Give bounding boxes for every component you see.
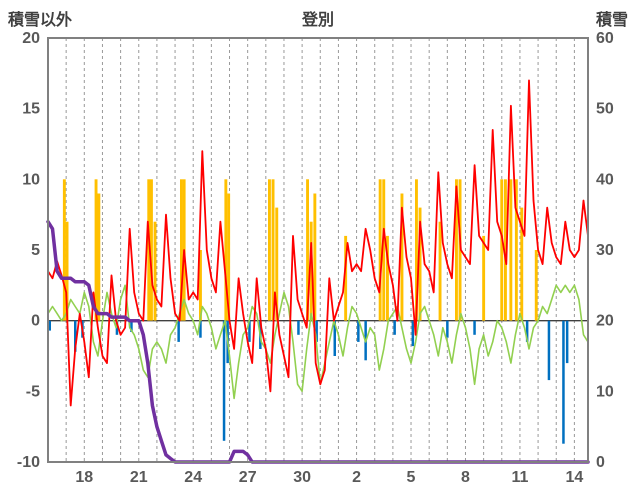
blue-bars	[130, 320, 133, 332]
blue-bars	[199, 320, 202, 338]
left-axis-tick-label: 5	[31, 242, 40, 259]
blue-bars	[565, 320, 569, 364]
orange-bars	[534, 250, 538, 321]
orange-bars	[418, 207, 422, 321]
orange-bars	[65, 221, 69, 321]
orange-bars	[275, 207, 279, 321]
right-axis-tick-label: 50	[596, 101, 614, 118]
x-axis-tick-label: 21	[130, 469, 148, 486]
orange-bars	[400, 193, 404, 321]
orange-bars	[514, 179, 518, 321]
green-line	[47, 284, 589, 400]
orange-bars	[520, 207, 524, 321]
orange-bars	[306, 179, 309, 321]
left-axis-title: 積雪以外	[8, 12, 73, 29]
blue-bars	[177, 320, 180, 342]
right-axis-tick-label: 10	[596, 383, 614, 400]
orange-bars	[500, 179, 504, 321]
left-axis-tick-label: 0	[31, 313, 40, 330]
orange-bars	[271, 179, 275, 321]
orange-bars	[199, 250, 202, 321]
blue-bars	[357, 320, 360, 342]
orange-bars	[509, 179, 513, 321]
x-axis-tick-label: 8	[461, 469, 470, 486]
orange-bars	[386, 235, 389, 321]
right-axis-tick-label: 20	[596, 313, 614, 330]
orange-bars	[504, 179, 507, 321]
orange-bars	[180, 179, 183, 321]
orange-bars	[313, 193, 317, 321]
orange-bars	[62, 179, 66, 321]
blue-bars	[48, 320, 51, 331]
chart-title: 登別	[301, 12, 334, 29]
orange-bars	[378, 179, 382, 321]
orange-bars	[227, 193, 231, 321]
plot-border	[47, 37, 589, 463]
orange-bars	[153, 221, 157, 321]
orange-bars	[147, 179, 151, 321]
blue-bars	[248, 320, 251, 342]
orange-bars	[224, 179, 228, 321]
blue-bars	[547, 320, 551, 381]
orange-bars	[455, 179, 458, 321]
orange-bars	[415, 179, 418, 321]
orange-bars	[268, 179, 271, 321]
blue-bars	[411, 320, 415, 347]
blue-bars	[74, 320, 77, 352]
right-axis-tick-label: 60	[596, 30, 614, 47]
left-axis-tick-label: 15	[22, 101, 40, 118]
right-axis-title: 積雪	[595, 12, 628, 29]
left-axis-tick-label: 20	[22, 30, 40, 47]
x-axis-tick-label: 11	[511, 469, 528, 486]
orange-bars	[150, 179, 153, 321]
orange-bars	[438, 221, 442, 321]
blue-bars	[562, 320, 565, 444]
x-axis-tick-label: 24	[184, 469, 202, 486]
blue-bars	[115, 320, 119, 335]
orange-bars	[309, 221, 313, 321]
x-axis-tick-label: 27	[239, 469, 257, 486]
blue-bars	[446, 320, 449, 338]
x-axis-tick-label: 14	[566, 469, 584, 486]
red-line	[47, 79, 589, 407]
x-axis-tick-label: 30	[293, 469, 311, 486]
blue-bars	[393, 320, 396, 335]
x-axis-tick-label: 5	[407, 469, 416, 486]
right-axis-tick-label: 0	[596, 454, 605, 471]
left-axis-tick-label: -5	[26, 383, 40, 400]
x-axis-tick-label: 18	[75, 469, 93, 486]
orange-bars	[382, 179, 386, 321]
blue-bars	[315, 320, 318, 342]
blue-bars	[297, 320, 300, 335]
left-axis-tick-label: 10	[22, 171, 40, 188]
blue-bars	[525, 320, 529, 342]
orange-bars	[482, 235, 486, 321]
right-axis-tick-label: 30	[596, 242, 614, 259]
orange-bars	[94, 179, 98, 321]
blue-bars	[333, 320, 336, 356]
left-axis-tick-label: -10	[17, 454, 40, 471]
blue-bars	[473, 320, 476, 335]
orange-bars	[344, 235, 348, 321]
orange-bars	[97, 193, 101, 321]
right-axis-tick-label: 40	[596, 171, 614, 188]
x-axis-tick-label: 2	[352, 469, 361, 486]
blue-bars	[222, 320, 226, 441]
